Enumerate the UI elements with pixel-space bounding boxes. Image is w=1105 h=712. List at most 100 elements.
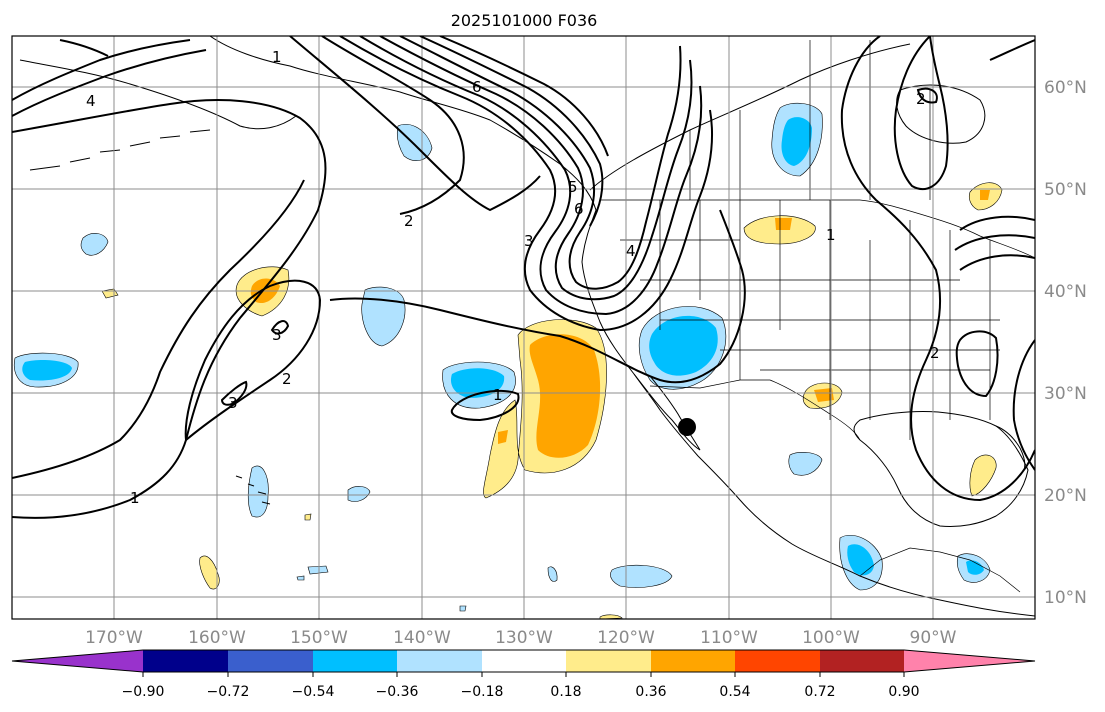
lon-label: 140°W xyxy=(393,628,451,648)
contour-1-loop xyxy=(450,389,520,422)
colorbar-segment xyxy=(143,650,228,672)
colorbar-tick-label: 0.54 xyxy=(719,684,750,700)
colorbar-tick-label: −0.36 xyxy=(376,684,419,700)
colorbar-segment xyxy=(820,650,904,672)
map-panel xyxy=(12,36,1035,619)
shade-yellow xyxy=(969,454,997,497)
contour-5 xyxy=(439,36,609,157)
contour-nw-b xyxy=(12,49,207,117)
colorbar-tick-label: −0.18 xyxy=(461,684,504,700)
contour-label: 1 xyxy=(130,489,140,507)
contour-label: 1 xyxy=(272,48,282,66)
lon-labels: 170°W 160°W 150°W 140°W 130°W 120°W 110°… xyxy=(85,628,957,648)
shade-light-blue xyxy=(396,124,433,161)
graticule xyxy=(12,36,1035,619)
shade-yellow xyxy=(304,513,312,521)
shade-yellow xyxy=(199,555,220,590)
colorbar-ticks xyxy=(142,672,905,677)
lon-label: 160°W xyxy=(188,628,246,648)
shade-blue xyxy=(22,360,72,381)
contour-2 xyxy=(184,279,322,442)
lon-label: 120°W xyxy=(597,628,655,648)
contour-3 xyxy=(270,320,290,335)
colorbar-segment xyxy=(566,650,651,672)
central-america xyxy=(859,547,1021,593)
contour-6 xyxy=(419,36,604,227)
contour-1-south xyxy=(329,209,746,384)
contour-label: 2 xyxy=(282,370,292,388)
shade-orange xyxy=(529,334,601,458)
colorbar-tick-label: −0.90 xyxy=(122,684,165,700)
contour-label: 3 xyxy=(228,394,238,412)
coastlines xyxy=(19,36,1035,617)
colorbar-segment xyxy=(313,650,397,672)
shade-orange xyxy=(498,430,508,444)
chart-title: 2025101000 F036 xyxy=(451,11,598,30)
lon-label: 170°W xyxy=(85,628,143,648)
shade-blue xyxy=(781,117,812,166)
colorbar-tick-label: 0.18 xyxy=(550,684,581,700)
colorbar-tick-label: −0.54 xyxy=(292,684,335,700)
contours xyxy=(12,36,1035,519)
shade-orange xyxy=(980,190,990,200)
contour-label: 3 xyxy=(272,326,282,344)
colorbar-extend-low xyxy=(12,650,143,672)
lat-label: 10°N xyxy=(1044,588,1087,608)
colorbar: −0.90 −0.72 −0.54 −0.36 −0.18 0.18 0.36 … xyxy=(11,649,1036,700)
us-canada-border xyxy=(600,199,1035,259)
shade-light-blue xyxy=(788,451,823,476)
contour-1 xyxy=(12,99,327,519)
alaska-peninsula xyxy=(19,59,297,130)
contour-jet-3 xyxy=(379,36,693,301)
shade-light-blue xyxy=(247,465,269,518)
colorbar-segment xyxy=(735,650,820,672)
contour-label: 4 xyxy=(626,242,636,260)
lat-label: 20°N xyxy=(1044,486,1087,506)
contour-label: 1 xyxy=(493,386,503,404)
contour-label: 1 xyxy=(826,226,836,244)
shade-light-blue xyxy=(459,605,467,612)
colorbar-tick-label: 0.36 xyxy=(635,684,666,700)
colorbar-tick-label: −0.72 xyxy=(207,684,250,700)
colorbar-segment xyxy=(651,650,735,672)
contour-1 xyxy=(12,179,305,479)
shade-light-blue xyxy=(307,565,329,575)
lat-labels: 60°N 50°N 40°N 30°N 20°N 10°N xyxy=(1044,78,1087,608)
north-america-west-coast xyxy=(209,36,1035,617)
contour-2-se xyxy=(1012,339,1035,471)
us-mexico-border xyxy=(649,379,861,441)
shade-blue xyxy=(847,544,874,576)
shade-light-blue xyxy=(347,486,371,502)
shade-light-blue xyxy=(296,575,305,581)
contour-label: 6 xyxy=(574,200,584,218)
colorbar-segment xyxy=(228,650,313,672)
hudson-bay xyxy=(896,84,986,144)
lat-label: 50°N xyxy=(1044,180,1087,200)
contour-3 xyxy=(220,380,248,406)
contour-3-east xyxy=(955,330,999,398)
contour-jet-4 xyxy=(399,36,682,290)
baja-california xyxy=(633,373,701,451)
contour-nw-c xyxy=(59,39,109,57)
contour-label: 6 xyxy=(472,78,482,96)
lat-label: 30°N xyxy=(1044,384,1087,404)
storm-marker xyxy=(678,418,696,436)
contour-label: 2 xyxy=(404,212,414,230)
hawaii-islands xyxy=(235,475,271,505)
colorbar-segment xyxy=(482,650,566,672)
contour-label: 3 xyxy=(524,232,534,250)
shade-orange xyxy=(814,388,834,402)
shade-light-blue xyxy=(547,566,558,582)
contour-1-ne xyxy=(989,39,1035,61)
contour-label: 4 xyxy=(86,92,96,110)
shade-orange xyxy=(775,218,792,230)
contour-2 xyxy=(321,36,465,215)
contour-label: 5 xyxy=(568,178,578,196)
canada-coast xyxy=(589,43,911,191)
colorbar-tick-label: 0.72 xyxy=(804,684,835,700)
state-lines xyxy=(620,200,1000,440)
contour-label-group: 1 1 1 1 2 2 2 2 3 3 3 4 4 5 6 6 xyxy=(86,48,940,507)
florida xyxy=(995,425,1026,471)
lon-label: 100°W xyxy=(802,628,860,648)
